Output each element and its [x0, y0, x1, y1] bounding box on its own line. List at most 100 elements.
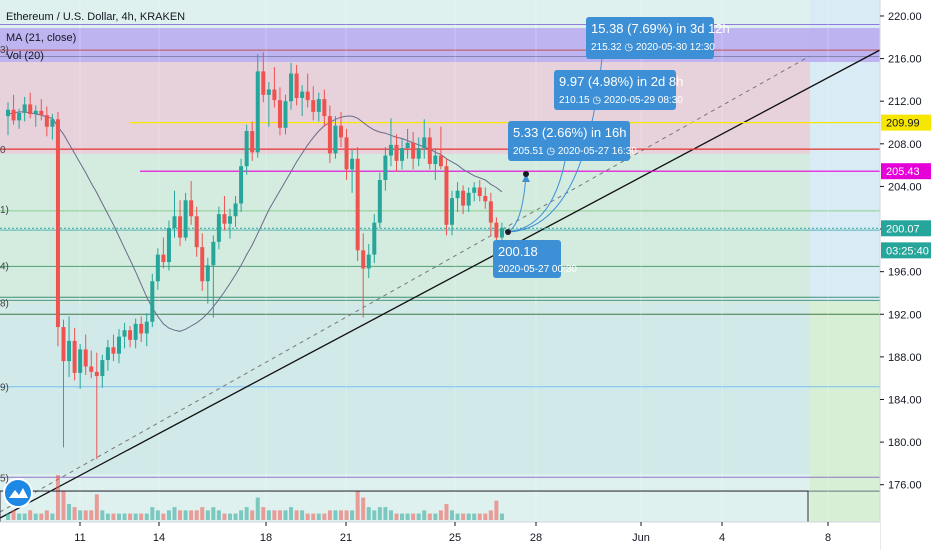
- volume-bar: [450, 510, 454, 520]
- volume-bar: [388, 510, 393, 520]
- candle-body: [494, 222, 499, 238]
- y-tick-label: 180.00: [888, 437, 922, 449]
- candle-body: [344, 137, 349, 170]
- fib-zone-pink: [0, 62, 810, 154]
- candle-body: [472, 187, 477, 193]
- volume-bar: [172, 507, 177, 520]
- candle-body: [44, 115, 49, 127]
- volume-bar: [122, 513, 127, 520]
- candle-body: [294, 73, 299, 99]
- fib-left-label: 5): [0, 473, 9, 484]
- candle-body: [244, 131, 249, 167]
- measurement-box-1[interactable]: 15.38 (7.69%) in 3d 12h 215.32 ◷ 2020-05…: [586, 17, 730, 59]
- candle-layer: [6, 52, 504, 460]
- candle-body: [139, 323, 144, 334]
- future-zone-bottom: [810, 300, 880, 522]
- candle-body: [211, 241, 216, 266]
- candle-body: [372, 222, 377, 255]
- measurement-1-main: 15.38 (7.69%) in 3d 12h: [591, 21, 730, 36]
- y-tick-label: 212.00: [888, 96, 922, 108]
- horizontal-levels: [0, 122, 880, 229]
- x-tick-label: Jun: [632, 532, 650, 544]
- volume-bar: [277, 510, 282, 520]
- measurement-box-4[interactable]: 200.18 2020-05-27 00:30: [493, 240, 577, 278]
- volume-bar: [316, 513, 321, 520]
- volume-bar: [305, 513, 310, 520]
- candle-body: [361, 250, 366, 269]
- volume-bar: [350, 510, 355, 520]
- candle-body: [488, 201, 493, 223]
- x-tick-label: 18: [260, 532, 272, 544]
- volume-bar: [67, 503, 72, 520]
- candle-body: [11, 109, 16, 121]
- volume-bar: [105, 513, 110, 520]
- candle-body: [194, 216, 199, 248]
- candle-body: [39, 110, 44, 116]
- candle-body: [400, 148, 405, 161]
- volume-bar: [89, 510, 94, 520]
- volume-bar: [344, 510, 349, 520]
- candle-body: [377, 180, 382, 223]
- volume-bar: [83, 510, 88, 520]
- measurement-box-3[interactable]: 5.33 (2.66%) in 16h 205.51 ◷ 2020-05-27 …: [508, 121, 637, 161]
- fib-left-label: 4): [0, 261, 9, 272]
- time-axis[interactable]: [0, 522, 880, 550]
- measurement-box-2[interactable]: 9.97 (4.98%) in 2d 8h 210.15 ◷ 2020-05-2…: [554, 70, 683, 110]
- measurement-1-sub: 215.32 ◷ 2020-05-30 12:30: [591, 42, 715, 53]
- candle-body: [289, 73, 294, 102]
- volume-bar: [61, 491, 66, 520]
- fib-left-label: 0: [0, 145, 6, 156]
- volume-indicator-label: Vol (20): [6, 50, 44, 62]
- candle-body: [272, 89, 277, 101]
- symbol-title: Ethereum / U.S. Dollar, 4h, KRAKEN: [6, 11, 185, 23]
- volume-bar: [461, 513, 466, 520]
- volume-bar: [361, 497, 366, 520]
- tradingview-logo[interactable]: [3, 478, 33, 508]
- price-tag-bg: [881, 220, 931, 237]
- volume-bar: [161, 513, 166, 520]
- volume-bar: [261, 507, 266, 520]
- volume-bar: [44, 510, 49, 520]
- candle-body: [355, 158, 360, 251]
- price-axis[interactable]: [880, 0, 932, 522]
- volume-bar: [339, 510, 343, 520]
- ma-line: [7, 111, 503, 332]
- candle-body: [100, 360, 105, 377]
- candle-body: [83, 349, 88, 367]
- volume-layer: [6, 475, 504, 520]
- price-tags: 209.99 205.43 200.07 03:25:40: [881, 114, 931, 259]
- volume-bar: [400, 513, 405, 520]
- volume-bar: [55, 475, 60, 520]
- volume-bar: [488, 510, 493, 520]
- candle-body: [33, 110, 38, 114]
- trend-line-black[interactable]: [0, 49, 881, 519]
- volume-bar: [394, 513, 399, 520]
- candle-body: [239, 166, 244, 204]
- measurement-2-main: 9.97 (4.98%) in 2d 8h: [559, 74, 683, 89]
- volume-bar: [377, 507, 382, 520]
- time-axis-ticks: 11 14 18 21 25 28 Jun 4 8: [74, 522, 831, 544]
- volume-bar: [183, 510, 188, 520]
- volume-bar: [444, 503, 449, 520]
- volume-bar: [111, 513, 116, 520]
- volume-bar: [272, 510, 277, 520]
- projection-point-origin: [505, 229, 511, 235]
- volume-bar: [50, 513, 55, 520]
- candle-body: [233, 203, 238, 217]
- measurement-2-sub: 210.15 ◷ 2020-05-29 08:30: [559, 95, 683, 106]
- trend-line-dashed[interactable]: [0, 55, 811, 513]
- candle-body: [133, 323, 138, 340]
- volume-bar: [255, 497, 260, 520]
- volume-bar: [411, 513, 416, 520]
- candle-body: [155, 254, 160, 282]
- candle-body: [61, 327, 66, 362]
- volume-bar: [94, 494, 99, 520]
- x-tick-label: 25: [449, 532, 461, 544]
- price-tag-bg: [881, 114, 931, 131]
- fib-left-label: 9): [0, 383, 9, 394]
- volume-bar: [216, 510, 221, 520]
- volume-bar: [294, 510, 299, 520]
- logo-mountain-icon: [9, 488, 28, 498]
